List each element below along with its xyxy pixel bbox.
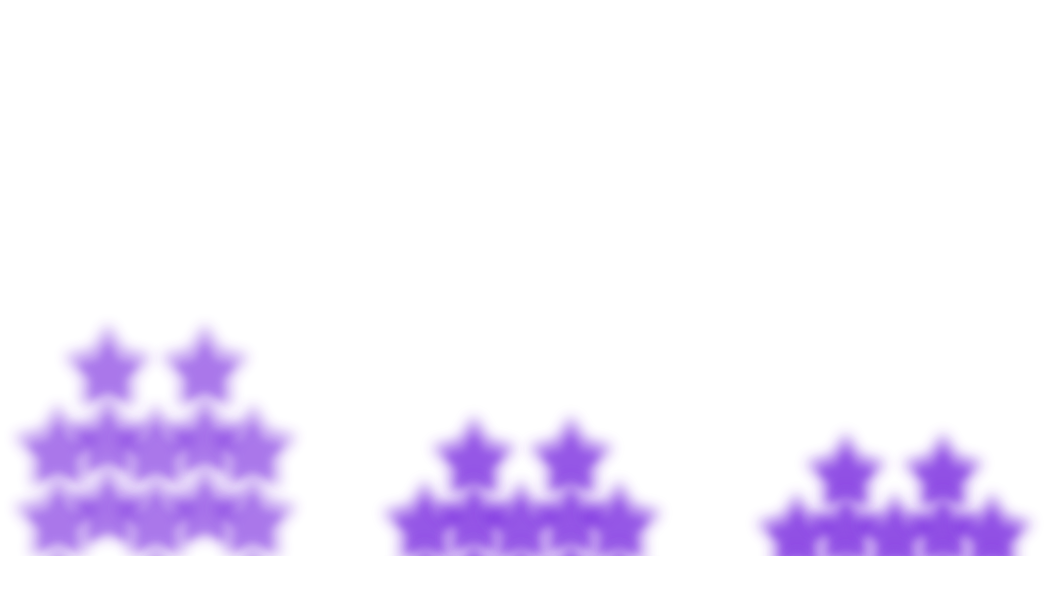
star-icon: [14, 404, 102, 488]
star-cluster-left: [14, 324, 297, 556]
star-icon: [112, 474, 200, 556]
star-icon: [462, 536, 486, 556]
star-icon: [838, 543, 854, 556]
star-icon: [432, 416, 516, 496]
star-icon: [416, 541, 434, 556]
star-icon: [529, 416, 613, 496]
star-icon: [64, 464, 152, 548]
star-icon: [512, 541, 530, 556]
star-icon: [903, 433, 983, 509]
star-icon: [148, 544, 164, 556]
star-icon: [64, 394, 152, 478]
star-icon: [806, 488, 886, 556]
star-icon: [245, 544, 261, 556]
star-icon: [432, 476, 516, 556]
star-icon: [161, 324, 249, 408]
star-cluster-right: [757, 433, 1032, 556]
star-icon: [64, 324, 152, 408]
star-icon: [50, 544, 66, 556]
star-icon: [757, 493, 837, 556]
star-icon: [806, 433, 886, 509]
star-icon: [161, 394, 249, 478]
star-icon: [479, 481, 563, 556]
star-icon: [529, 476, 613, 556]
star-icon: [935, 543, 951, 556]
star-icon: [559, 536, 583, 556]
star-icon: [112, 404, 200, 488]
star-icon: [792, 548, 802, 556]
star-icon: [903, 488, 983, 556]
star-icon: [577, 481, 661, 556]
star-icon: [209, 404, 297, 488]
star-icon: [161, 464, 249, 548]
star-icon: [855, 493, 935, 556]
star-icon: [610, 541, 628, 556]
star-icon: [890, 548, 900, 556]
star-icon: [14, 474, 102, 556]
star-icon: [209, 474, 297, 556]
star-icon: [952, 493, 1032, 556]
star-cluster-middle: [383, 416, 661, 556]
star-icon: [987, 548, 997, 556]
star-icon: [383, 481, 467, 556]
